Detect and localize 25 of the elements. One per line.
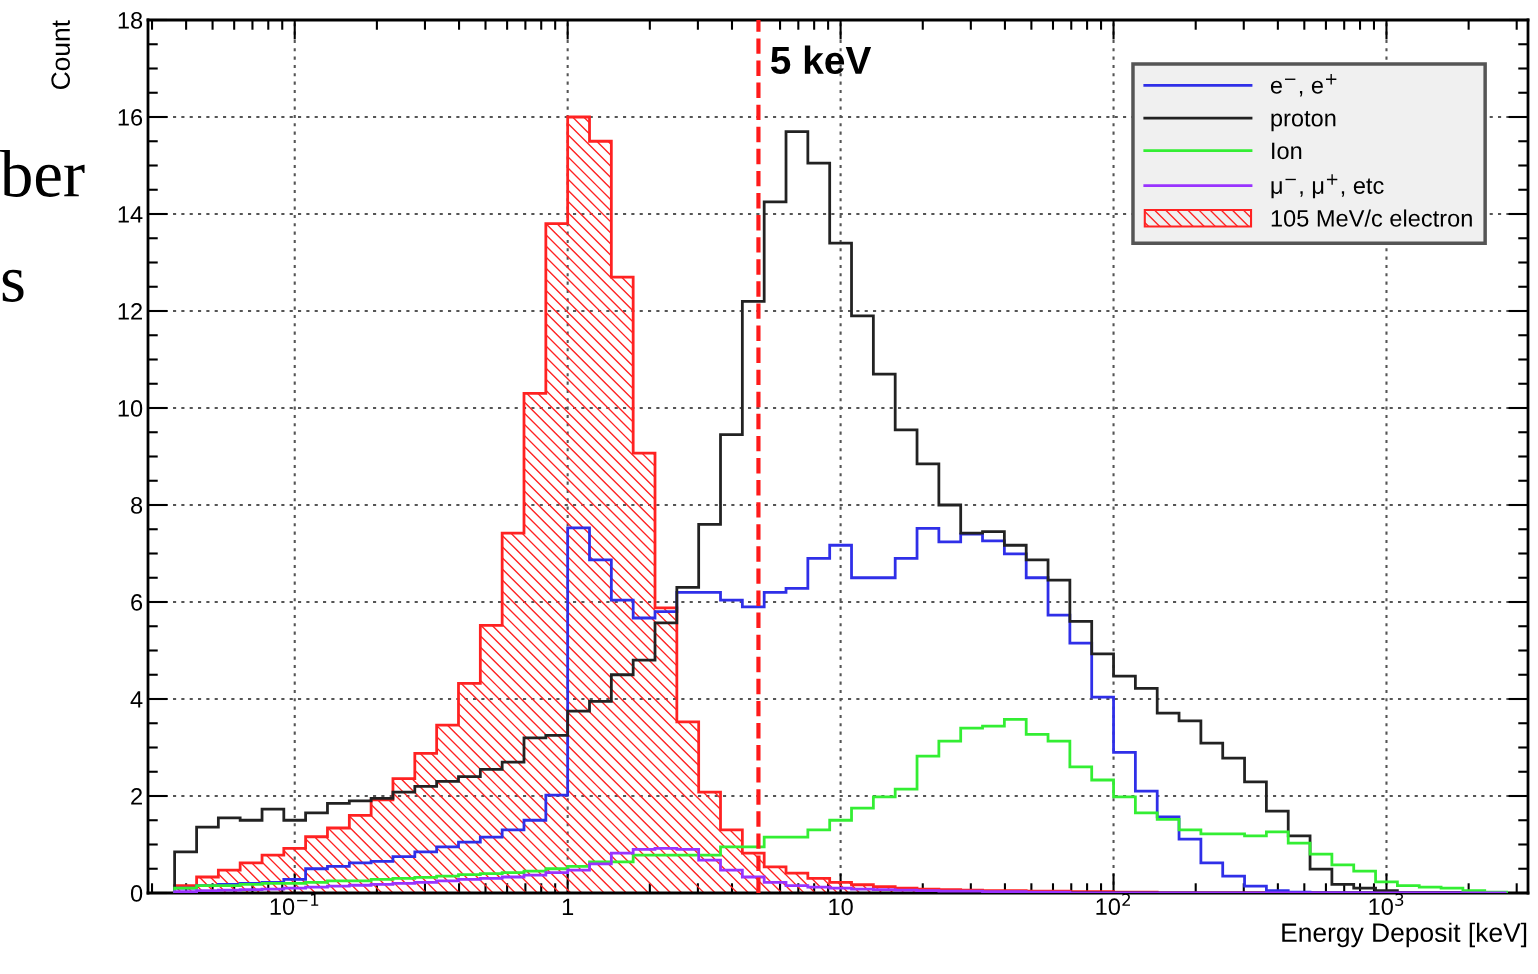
x-tick-label: 10$^{2}$ xyxy=(1096,893,1130,916)
text: ber xyxy=(0,150,85,197)
y-tick-label: 6 xyxy=(131,594,143,611)
y-tick-label: 8 xyxy=(131,497,143,514)
y-tick-label: 0 xyxy=(130,885,143,902)
x-axis-title: Energy Deposit [keV] xyxy=(1282,922,1527,948)
y-axis-title: Count xyxy=(51,20,70,90)
y-tick-label: 10 xyxy=(118,400,143,417)
x-tick-label: 10$^{3}$ xyxy=(1369,893,1404,916)
legend-label: proton xyxy=(1271,111,1336,132)
y-tick-label: 16 xyxy=(118,109,143,126)
x-tick-label: 1 xyxy=(562,898,574,915)
x-tick-label: 10 xyxy=(829,898,853,916)
x-tick-label: 10$^{−1}$ xyxy=(270,893,319,916)
legend-label: 105 MeV/c electron xyxy=(1271,209,1472,227)
legend-label: e$^{−}$, e$^{+}$ xyxy=(1270,74,1337,97)
legend-label: Ion xyxy=(1272,142,1302,160)
y-tick-label: 14 xyxy=(118,206,143,223)
text: s xyxy=(2,269,24,302)
ref-line-label: 5 keV xyxy=(770,45,872,75)
y-tick-label: 18 xyxy=(118,12,143,29)
y-tick-label: 2 xyxy=(131,788,142,805)
legend-label: μ$^{−}$, μ$^{+}$, etc xyxy=(1271,174,1384,199)
y-tick-label: 4 xyxy=(130,691,143,708)
y-tick-label: 12 xyxy=(118,303,142,320)
